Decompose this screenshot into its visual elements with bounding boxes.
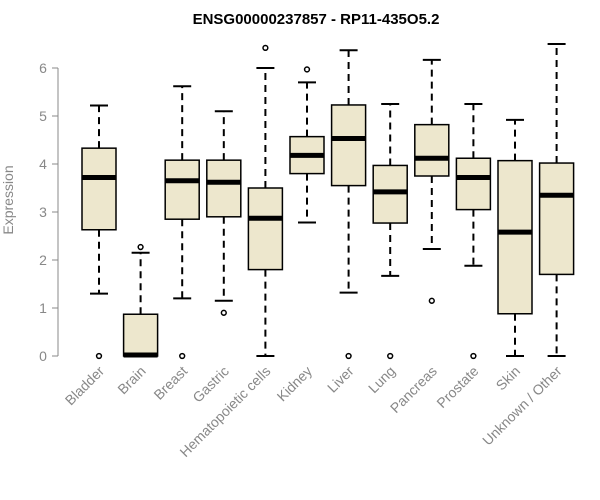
outlier-point bbox=[137, 243, 144, 251]
box-breast bbox=[164, 85, 200, 360]
chart-title: ENSG00000237857 - RP11-435O5.2 bbox=[193, 11, 440, 28]
iqr-box bbox=[122, 313, 159, 357]
y-axis-label: Expression bbox=[0, 165, 16, 234]
box-bladder bbox=[81, 104, 117, 360]
y-tick-label-5: 5 bbox=[39, 108, 47, 124]
outlier-point bbox=[179, 352, 186, 360]
y-tick-label-3: 3 bbox=[39, 204, 47, 220]
box-unknown-other bbox=[538, 43, 575, 357]
iqr-box bbox=[497, 159, 533, 315]
x-label-skin: Skin bbox=[493, 363, 524, 394]
boxes bbox=[81, 43, 575, 360]
box-lung bbox=[372, 103, 408, 360]
iqr-box bbox=[538, 162, 575, 276]
x-label-liver: Liver bbox=[324, 363, 357, 396]
x-label-brain: Brain bbox=[114, 363, 148, 397]
iqr-box bbox=[164, 159, 200, 220]
outlier-point bbox=[387, 352, 394, 360]
x-label-bladder: Bladder bbox=[62, 363, 108, 409]
iqr-box bbox=[206, 159, 242, 218]
iqr-box bbox=[81, 147, 117, 231]
box-gastric bbox=[206, 110, 242, 316]
y-tick-label-6: 6 bbox=[39, 60, 47, 76]
x-label-unknown-other: Unknown / Other bbox=[479, 363, 565, 449]
box-brain bbox=[122, 243, 159, 358]
x-label-prostate: Prostate bbox=[433, 363, 481, 411]
box-kidney bbox=[289, 66, 325, 224]
outlier-point bbox=[262, 44, 269, 51]
outlier-point bbox=[303, 66, 311, 73]
y-tick-label-0: 0 bbox=[39, 348, 47, 364]
box-liver bbox=[330, 49, 367, 360]
x-label-breast: Breast bbox=[150, 363, 190, 403]
y-axis: 0 1 2 3 4 5 6 bbox=[39, 60, 59, 364]
iqr-box bbox=[455, 157, 492, 211]
y-tick-label-2: 2 bbox=[39, 252, 47, 268]
y-tick-label-1: 1 bbox=[39, 300, 47, 316]
box-hematopoietic-cells bbox=[247, 44, 284, 357]
outlier-point bbox=[470, 352, 477, 360]
iqr-box bbox=[247, 187, 284, 271]
outlier-point bbox=[345, 352, 352, 360]
x-label-kidney: Kidney bbox=[274, 363, 316, 405]
y-tick-label-4: 4 bbox=[39, 156, 47, 172]
box-prostate bbox=[455, 103, 492, 360]
box-pancreas bbox=[414, 58, 450, 304]
iqr-box bbox=[330, 104, 367, 187]
outlier-point bbox=[428, 297, 435, 304]
x-label-lung: Lung bbox=[365, 363, 398, 396]
outlier-point bbox=[220, 309, 227, 316]
box-skin bbox=[497, 118, 533, 357]
iqr-box bbox=[414, 123, 450, 177]
outlier-point bbox=[95, 352, 103, 360]
